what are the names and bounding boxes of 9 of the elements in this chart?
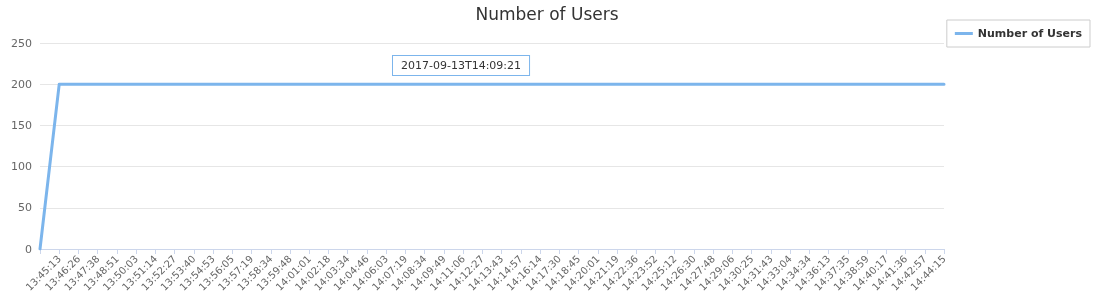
y-tick-label: 250 xyxy=(11,36,32,50)
y-tick-label: 50 xyxy=(18,201,32,215)
legend-label: Number of Users xyxy=(977,27,1083,40)
y-tick-label: 200 xyxy=(11,77,32,91)
chart-title: Number of Users xyxy=(475,3,619,24)
y-tick-label: 0 xyxy=(25,242,32,256)
annotation: 2017-09-13T14:09:21 xyxy=(401,59,522,72)
y-tick-label: 100 xyxy=(11,160,32,174)
y-tick-label: 150 xyxy=(11,118,32,132)
